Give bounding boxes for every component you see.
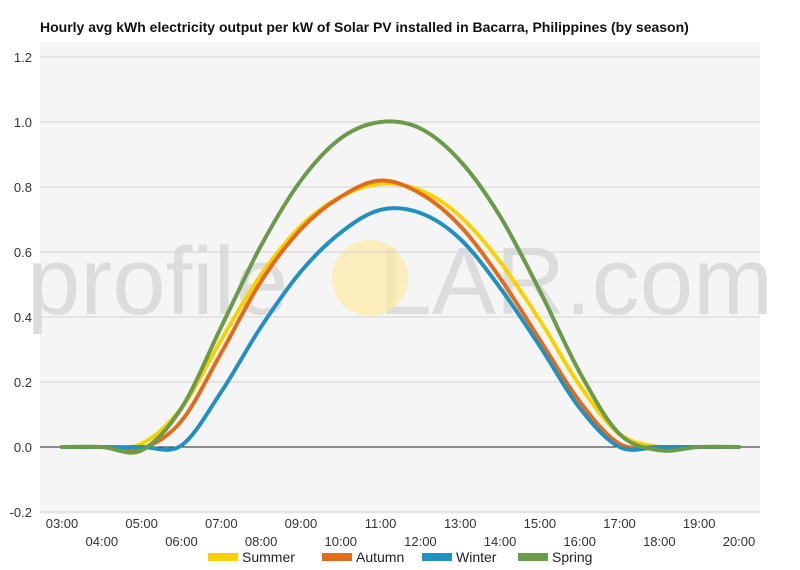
y-tick-label: 0.0	[14, 440, 32, 455]
y-tick-label: -0.2	[10, 505, 32, 520]
legend-swatch	[208, 553, 238, 561]
legend-item-autumn: Autumn	[322, 549, 404, 565]
legend-item-winter: Winter	[422, 549, 497, 565]
legend-item-summer: Summer	[208, 549, 295, 565]
x-tick-label: 15:00	[524, 516, 557, 531]
y-tick-label: 1.0	[14, 115, 32, 130]
x-tick-label: 05:00	[125, 516, 158, 531]
legend: Summer Autumn Winter Spring	[208, 549, 592, 565]
x-tick-label: 20:00	[723, 534, 756, 549]
y-tick-label: 0.6	[14, 245, 32, 260]
y-axis-ticks: -0.2 0.0 0.2 0.4 0.6 0.8 1.0 1.2	[10, 50, 32, 520]
x-tick-label: 04:00	[86, 534, 119, 549]
legend-swatch	[422, 553, 452, 561]
x-tick-label: 13:00	[444, 516, 477, 531]
legend-label: Spring	[552, 549, 592, 565]
x-tick-label: 03:00	[46, 516, 79, 531]
legend-item-spring: Spring	[518, 549, 592, 565]
legend-label: Summer	[242, 549, 295, 565]
series-lines	[60, 119, 741, 455]
chart-title: Hourly avg kWh electricity output per kW…	[40, 19, 689, 35]
legend-label: Winter	[456, 549, 497, 565]
watermark-prefix: profile	[27, 228, 288, 335]
x-tick-label: 19:00	[683, 516, 716, 531]
y-tick-label: 0.8	[14, 180, 32, 195]
x-tick-label: 09:00	[285, 516, 318, 531]
watermark-suffix: LAR.com	[378, 228, 773, 335]
x-tick-label: 16:00	[563, 534, 596, 549]
x-tick-label: 18:00	[643, 534, 676, 549]
x-tick-label: 17:00	[603, 516, 636, 531]
x-tick-label: 11:00	[365, 516, 397, 531]
series-line-winter	[60, 206, 741, 452]
x-tick-label: 14:00	[484, 534, 517, 549]
x-tick-label: 08:00	[245, 534, 278, 549]
series-line-spring	[60, 119, 741, 455]
x-tick-label: 12:00	[404, 534, 437, 549]
y-tick-label: 0.4	[14, 310, 32, 325]
watermark-sun-icon	[332, 240, 408, 316]
x-tick-label: 10:00	[324, 534, 357, 549]
legend-swatch	[322, 553, 352, 561]
x-tick-label: 06:00	[165, 534, 198, 549]
x-axis-ticks: 03:00 04:00 05:00 06:00 07:00 08:00 09:00 10:00…	[46, 516, 756, 549]
series-line-autumn	[60, 178, 741, 453]
x-tick-label: 07:00	[205, 516, 238, 531]
y-tick-label: 1.2	[14, 50, 32, 65]
legend-label: Autumn	[356, 549, 404, 565]
y-tick-label: 0.2	[14, 375, 32, 390]
legend-swatch	[518, 553, 548, 561]
